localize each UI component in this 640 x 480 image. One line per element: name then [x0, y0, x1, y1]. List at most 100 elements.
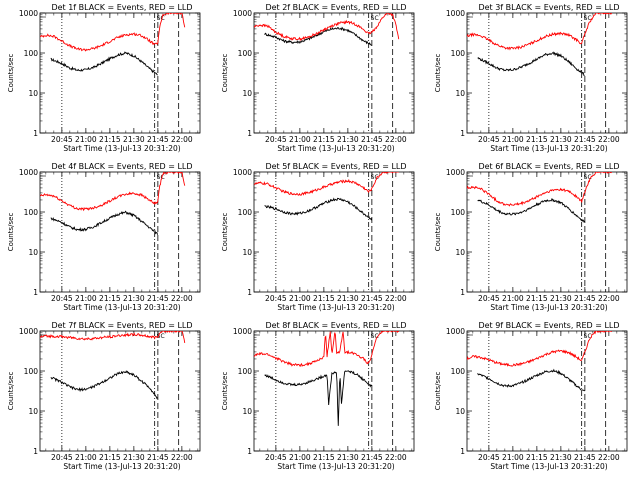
plot-frame: [253, 12, 415, 134]
y-tick-label: 100: [238, 49, 253, 58]
sc-marker-label: SC: [157, 333, 165, 340]
chart-panel-7: Det 7f BLACK = Events, RED = LLD 1 10 100 10…: [7, 321, 201, 471]
y-axis-label: Counts/sec: [221, 372, 229, 411]
lld-series-line: [40, 172, 186, 212]
x-tick-label: 21:00: [502, 135, 524, 144]
y-axis-label: Counts/sec: [7, 54, 15, 93]
x-tick-label: 20:45: [265, 135, 287, 144]
chart-title: Det 7f BLACK = Events, RED = LLD: [51, 321, 192, 330]
x-tick-label: 22:00: [385, 135, 407, 144]
chart-panel-3: Det 3f BLACK = Events, RED = LLD 1 10 100 10…: [434, 3, 628, 153]
y-tick-label: 1: [33, 288, 38, 297]
y-tick-label: 10: [455, 89, 465, 98]
lld-series-line: [254, 13, 400, 42]
chart-title: Det 9f BLACK = Events, RED = LLD: [478, 321, 619, 330]
y-tick-label: 1000: [19, 168, 38, 177]
x-tick-label: 22:00: [385, 453, 407, 462]
x-tick-label: 21:45: [361, 453, 383, 462]
x-tick-label: 21:00: [502, 294, 524, 303]
chart-title: Det 8f BLACK = Events, RED = LLD: [265, 321, 406, 330]
y-tick-label: 1000: [19, 327, 38, 336]
y-axis-label: Counts/sec: [434, 213, 442, 252]
plot-frame: [39, 171, 201, 293]
plot-frame: [39, 12, 201, 134]
x-tick-label: 22:00: [171, 294, 193, 303]
x-tick-label: 22:00: [171, 453, 193, 462]
series-group: [40, 331, 186, 400]
x-tick-label: 21:45: [574, 453, 596, 462]
x-tick-label: 21:15: [526, 453, 548, 462]
x-tick-label: 21:00: [289, 453, 311, 462]
series-group: [467, 13, 613, 76]
events-series-line: [264, 26, 372, 46]
plot-frame: [466, 171, 628, 293]
y-tick-label: 1000: [446, 9, 465, 18]
lld-series-line: [467, 13, 613, 51]
x-tick-label: 22:00: [598, 453, 620, 462]
x-tick-label: 21:00: [75, 294, 97, 303]
x-tick-label: 21:15: [313, 135, 335, 144]
chart-panel-1: Det 1f BLACK = Events, RED = LLD 1 10 100 10…: [7, 3, 201, 153]
y-tick-label: 1: [247, 447, 252, 456]
x-tick-label: 22:00: [598, 294, 620, 303]
y-tick-label: 1000: [233, 9, 252, 18]
y-tick-label: 10: [28, 407, 38, 416]
x-tick-label: 21:45: [147, 453, 169, 462]
chart-panel-8: Det 8f BLACK = Events, RED = LLD 1 10 100 10…: [221, 321, 415, 471]
x-tick-label: 21:45: [147, 135, 169, 144]
y-tick-label: 100: [238, 367, 253, 376]
x-tick-label: 21:30: [337, 453, 359, 462]
chart-title: Det 3f BLACK = Events, RED = LLD: [478, 3, 619, 12]
x-tick-label: 21:15: [99, 135, 121, 144]
plot-frame: [253, 171, 415, 293]
x-tick-label: 21:15: [526, 135, 548, 144]
events-series-line: [264, 197, 372, 221]
y-tick-label: 1: [247, 288, 252, 297]
y-tick-label: 1000: [233, 327, 252, 336]
x-axis-label: Start Time (13-Jul-13 20:31:20): [490, 144, 607, 153]
y-tick-label: 10: [242, 407, 252, 416]
y-axis-label: Counts/sec: [434, 54, 442, 93]
lld-series-line: [40, 13, 186, 52]
x-tick-label: 21:15: [99, 453, 121, 462]
y-axis-label: Counts/sec: [221, 213, 229, 252]
x-tick-label: 21:45: [361, 135, 383, 144]
y-axis-label: Counts/sec: [7, 213, 15, 252]
x-tick-label: 20:45: [478, 453, 500, 462]
x-tick-label: 21:00: [502, 453, 524, 462]
x-tick-label: 21:45: [147, 294, 169, 303]
x-axis-label: Start Time (13-Jul-13 20:31:20): [277, 144, 394, 153]
plot-frame: [253, 330, 415, 452]
y-tick-label: 100: [24, 367, 39, 376]
sc-marker-label: SC: [584, 174, 592, 181]
events-series-line: [477, 198, 585, 223]
series-group: [40, 172, 186, 235]
x-tick-label: 21:00: [75, 453, 97, 462]
series-group: [467, 331, 612, 392]
x-axis-label: Start Time (13-Jul-13 20:31:20): [277, 462, 394, 471]
sc-marker-label: SC: [584, 15, 592, 22]
y-tick-label: 1000: [19, 9, 38, 18]
chart-panel-2: Det 2f BLACK = Events, RED = LLD 1 10 100 10…: [221, 3, 415, 153]
x-tick-label: 20:45: [265, 453, 287, 462]
y-axis-label: Counts/sec: [434, 372, 442, 411]
sc-marker-label: SC: [371, 174, 379, 181]
x-axis-label: Start Time (13-Jul-13 20:31:20): [63, 303, 180, 312]
x-tick-label: 20:45: [51, 453, 73, 462]
y-tick-label: 1000: [233, 168, 252, 177]
events-series-line: [50, 370, 158, 400]
x-tick-label: 22:00: [385, 294, 407, 303]
y-tick-label: 100: [451, 49, 466, 58]
x-tick-label: 21:15: [99, 294, 121, 303]
y-tick-label: 100: [451, 367, 466, 376]
sc-marker-label: SC: [157, 174, 165, 181]
x-tick-label: 21:30: [550, 453, 572, 462]
chart-panel-4: Det 4f BLACK = Events, RED = LLD 1 10 100 10…: [7, 162, 201, 312]
x-tick-label: 21:45: [574, 135, 596, 144]
y-tick-label: 1: [247, 129, 252, 138]
x-tick-label: 21:15: [526, 294, 548, 303]
y-tick-label: 10: [455, 248, 465, 257]
lld-series-line: [254, 172, 399, 196]
x-tick-label: 21:30: [550, 294, 572, 303]
